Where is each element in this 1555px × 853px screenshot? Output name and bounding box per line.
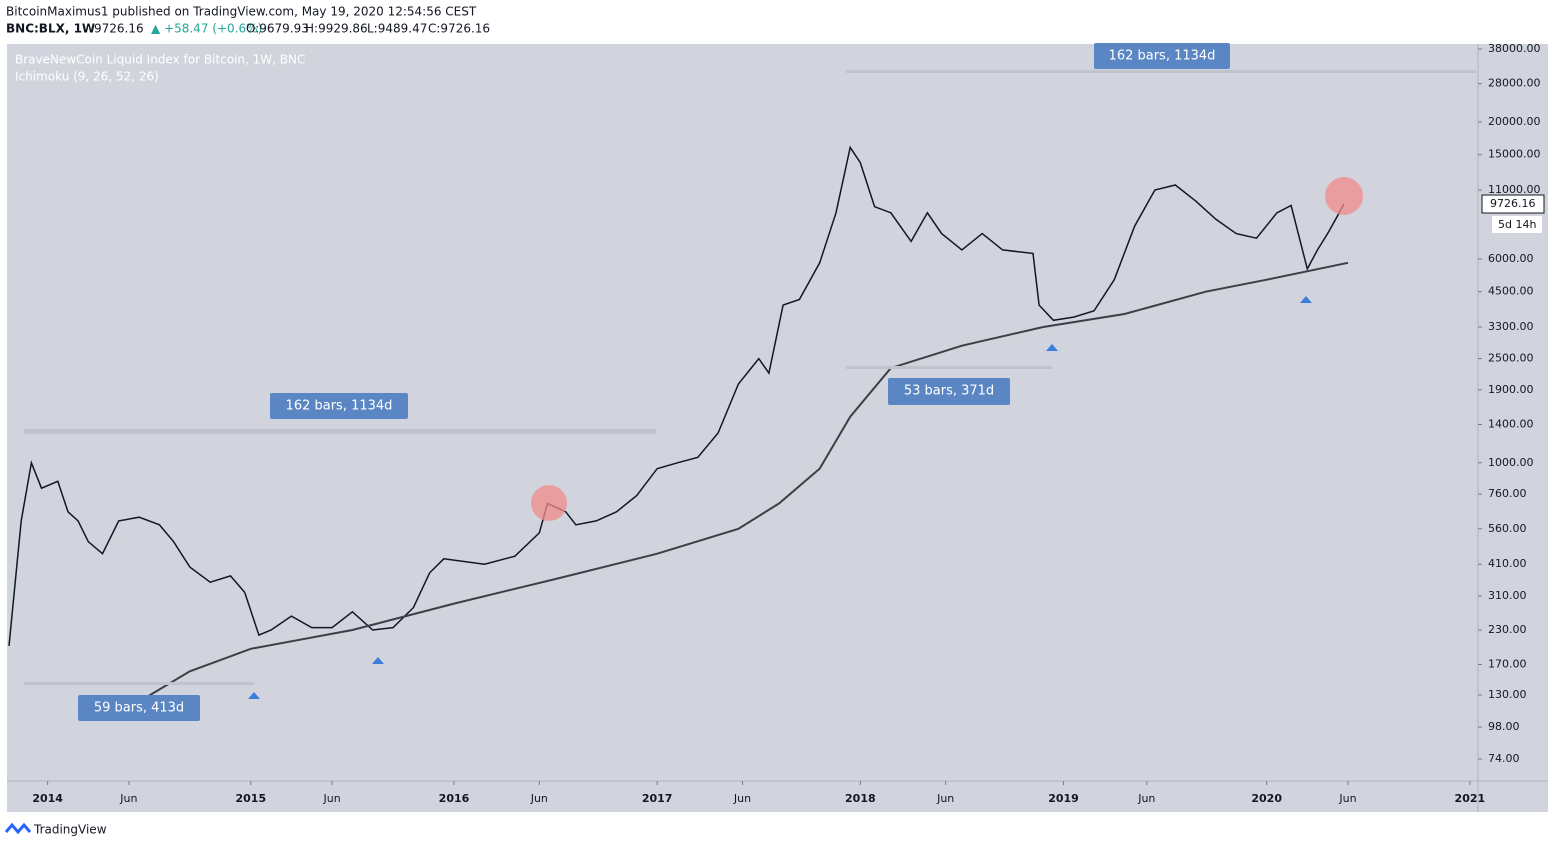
y-tick-label: 6000.00 <box>1488 252 1534 265</box>
y-tick-label: 28000.00 <box>1488 77 1541 90</box>
x-tick-label: 2015 <box>235 792 266 805</box>
countdown-box <box>1492 216 1542 234</box>
x-tick-label: Jun <box>733 792 751 805</box>
logo: TradingView <box>33 823 107 837</box>
range-label: 162 bars, 1134d <box>286 399 393 414</box>
publisher: BitcoinMaximus1 published on TradingView… <box>6 5 477 19</box>
range-box <box>1094 43 1230 69</box>
highlight-circle <box>1325 177 1363 215</box>
y-tick-label: 11000.00 <box>1488 183 1541 196</box>
y-tick-label: 98.00 <box>1488 720 1520 733</box>
triangle <box>1046 344 1058 351</box>
range-line <box>24 429 656 434</box>
price-label: 9726.16 <box>1490 197 1536 210</box>
range-box <box>888 378 1010 405</box>
countdown: 5d 14h <box>1498 218 1536 231</box>
y-tick-label: 74.00 <box>1488 752 1520 765</box>
highlight-circle <box>531 485 567 521</box>
series-line <box>8 145 1345 646</box>
triangle <box>1300 296 1312 303</box>
range-box <box>270 393 408 419</box>
ohlc: L:9489.47 <box>367 22 427 36</box>
y-tick-label: 3300.00 <box>1488 320 1534 333</box>
plot: 38000.00 28000.00 20000.00 15000.00 11000.00… <box>8 42 1545 805</box>
chart-background <box>7 44 1548 812</box>
range-label: 53 bars, 371d <box>904 384 994 399</box>
triangle <box>248 692 260 699</box>
ohlc: H:9929.86 <box>305 22 368 36</box>
y-tick-label: 1000.00 <box>1488 456 1534 469</box>
x-tick-label: Jun <box>1137 792 1155 805</box>
y-tick-label: 230.00 <box>1488 623 1527 636</box>
symbol: BNC:BLX, 1W <box>6 22 95 36</box>
y-tick-label: 310.00 <box>1488 589 1527 602</box>
ohlc: C:9726.16 <box>428 22 490 36</box>
range-line <box>846 70 1476 73</box>
legend: Ichimoku (9, 26, 52, 26) <box>15 70 159 84</box>
ohlc: O:9679.93 <box>246 22 309 36</box>
x-tick-label: 2020 <box>1251 792 1282 805</box>
price-label-box <box>1481 194 1545 214</box>
y-tick-label: 130.00 <box>1488 688 1527 701</box>
y-tick-label: 1900.00 <box>1488 383 1534 396</box>
y-tick-label: 2500.00 <box>1488 352 1534 365</box>
x-tick-label: Jun <box>936 792 954 805</box>
range-label: 162 bars, 1134d <box>1109 49 1216 64</box>
x-tick-label: Jun <box>530 792 548 805</box>
logo-icon <box>4 822 32 835</box>
range-line <box>24 682 254 685</box>
y-tick-label: 560.00 <box>1488 522 1527 535</box>
y-tick-label: 38000.00 <box>1488 42 1541 55</box>
y-tick-label: 760.00 <box>1488 487 1527 500</box>
series-line <box>134 261 1349 705</box>
range-label: 59 bars, 413d <box>94 701 184 716</box>
x-tick-label: 2017 <box>642 792 673 805</box>
range-box <box>78 695 200 721</box>
y-tick-label: 4500.00 <box>1488 285 1534 298</box>
last: 9726.16 <box>94 22 144 36</box>
range-line <box>846 366 1052 369</box>
y-tick-label: 15000.00 <box>1488 148 1541 161</box>
x-tick-label: 2021 <box>1455 792 1486 805</box>
x-tick-label: Jun <box>119 792 137 805</box>
x-tick-label: Jun <box>322 792 340 805</box>
x-tick-label: 2016 <box>439 792 470 805</box>
y-tick-label: 170.00 <box>1488 657 1527 670</box>
triangle <box>372 657 384 664</box>
legend: BraveNewCoin Liquid Index for Bitcoin, 1… <box>15 53 305 67</box>
x-tick-label: 2014 <box>32 792 63 805</box>
x-tick-label: Jun <box>1338 792 1356 805</box>
y-tick-label: 20000.00 <box>1488 115 1541 128</box>
y-tick-label: 410.00 <box>1488 557 1527 570</box>
x-tick-label: 2019 <box>1048 792 1079 805</box>
x-tick-label: 2018 <box>845 792 876 805</box>
y-tick-label: 1400.00 <box>1488 418 1534 431</box>
change: ▲ +58.47 (+0.6%) <box>151 22 262 36</box>
